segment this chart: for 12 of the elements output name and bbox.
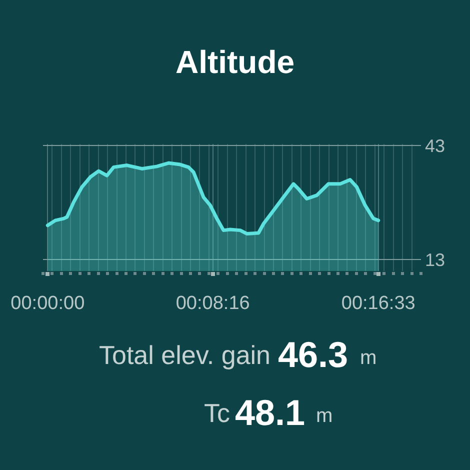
x-tick-label: 00:16:33 [341,292,416,314]
text: 46.3 [278,334,348,375]
text: m [316,405,333,427]
x-tick-label: 00:00:00 [10,292,85,314]
text: Total elev. gain [99,340,271,370]
chart-title: Altitude [175,44,295,80]
y-tick-label: 13 [425,250,446,270]
y-tick-label: 43 [425,136,446,156]
text: m [360,347,377,369]
x-tick-label: 00:08:16 [176,292,250,314]
text: 48.1 [235,392,306,433]
text: Tc [204,398,230,428]
